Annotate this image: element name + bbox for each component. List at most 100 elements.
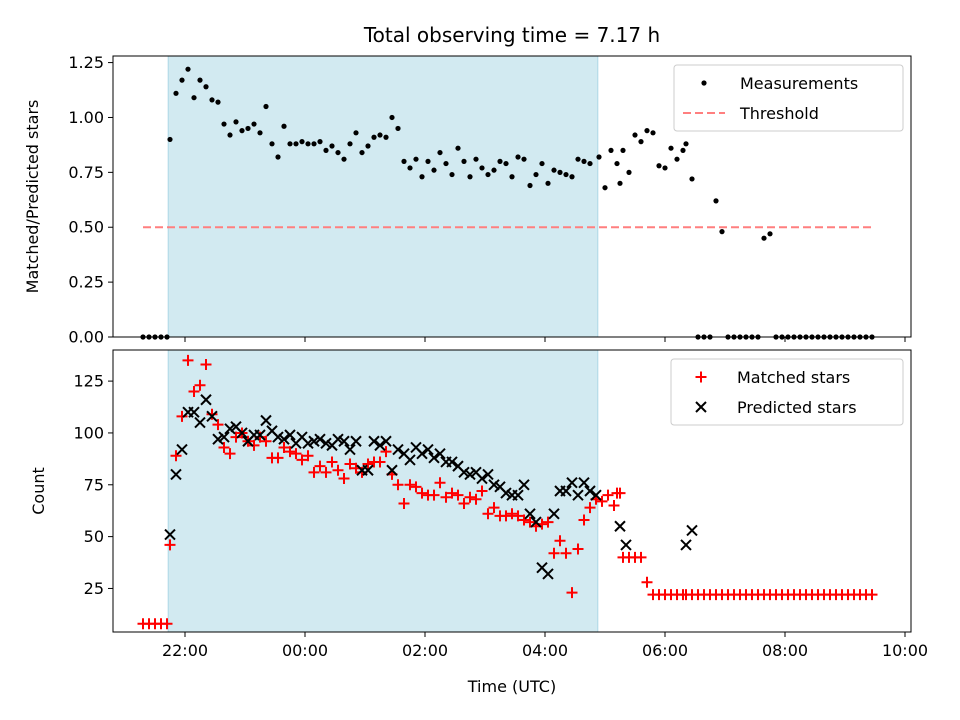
y-tick-label: 50	[84, 527, 104, 546]
predicted-star-point	[590, 489, 602, 501]
matched-star-point	[290, 448, 302, 460]
measurement-point	[455, 145, 461, 151]
legend: Measurements Threshold	[673, 64, 904, 132]
measurement-point	[656, 163, 662, 169]
measurement-point	[479, 165, 485, 171]
x-axis-label: Time (UTC)	[467, 677, 556, 696]
predicted-star-point	[218, 431, 230, 443]
measurement-point	[491, 167, 497, 173]
measurement-point	[515, 154, 521, 160]
matched-star-point	[512, 510, 524, 522]
measurement-point	[533, 171, 539, 178]
measurement-point	[767, 231, 773, 237]
matched-star-point	[482, 508, 494, 520]
legend-marker	[695, 401, 707, 413]
predicted-star-point	[386, 464, 398, 476]
measurement-point	[719, 229, 725, 235]
matched-star-point	[398, 497, 410, 509]
measurement-point	[323, 147, 329, 153]
predicted-star-point	[524, 508, 536, 520]
matched-star-point	[446, 487, 458, 499]
predicted-star-point	[206, 410, 218, 423]
measurement-point	[401, 158, 407, 164]
measurement-point	[293, 141, 299, 147]
measurement-point	[680, 147, 686, 153]
matched-star-point	[614, 487, 626, 499]
measurement-point	[215, 99, 221, 105]
matched-star-point	[176, 410, 188, 422]
predicted-star-point	[392, 443, 404, 456]
measurement-point	[437, 149, 443, 156]
predicted-star-point	[374, 439, 386, 452]
measurement-point	[638, 139, 644, 145]
matched-star-point	[200, 359, 212, 371]
predicted-star-point	[404, 454, 416, 466]
measurement-point	[419, 174, 425, 180]
matched-star-point	[164, 539, 176, 551]
x-tick-label: 00:00	[282, 641, 328, 660]
measurement-point	[467, 174, 473, 180]
measurement-point	[521, 156, 527, 162]
matched-star-point	[308, 466, 320, 478]
measurement-point	[617, 180, 623, 186]
predicted-star-point	[284, 429, 296, 441]
measurement-point	[713, 198, 719, 204]
matched-star-point	[188, 385, 200, 397]
measurement-point	[407, 165, 413, 171]
measurement-point	[581, 158, 587, 164]
measurement-point	[626, 169, 632, 175]
measurement-point	[587, 160, 593, 167]
measurement-point	[311, 141, 317, 147]
legend-box	[670, 358, 904, 426]
matched-star-point	[206, 408, 218, 420]
measurement-point	[203, 84, 209, 90]
measurement-point	[191, 95, 197, 101]
measurement-point	[365, 143, 371, 149]
legend-box	[673, 64, 904, 132]
y-tick-label: 25	[84, 579, 104, 598]
matched-star-point	[302, 450, 314, 462]
predicted-star-point	[422, 443, 434, 456]
measurement-point	[602, 185, 608, 191]
predicted-star-point	[260, 414, 272, 427]
y-axis-label: Count	[29, 467, 48, 515]
axes-frame	[112, 349, 912, 633]
measurement-point	[347, 141, 353, 147]
measurement-point	[173, 90, 179, 96]
measurement-point	[281, 123, 287, 129]
predicted-star-point	[530, 516, 542, 528]
observing-window-shade	[167, 349, 599, 633]
matched-star-point	[635, 551, 647, 563]
predicted-star-point	[176, 443, 188, 456]
matched-star-point	[374, 456, 386, 468]
predicted-star-point	[278, 433, 290, 445]
matched-star-point	[410, 481, 422, 493]
matched-star-point	[284, 446, 296, 458]
predicted-star-point	[566, 476, 578, 489]
matched-star-point	[272, 452, 284, 464]
predicted-star-point	[380, 435, 392, 447]
matched-star-point	[170, 450, 182, 462]
measurement-point	[539, 160, 545, 167]
predicted-star-point	[680, 539, 692, 551]
predicted-star-point	[446, 456, 458, 468]
measurement-point	[317, 139, 323, 145]
measurement-point	[299, 139, 305, 145]
predicted-star-point	[194, 416, 206, 429]
x-tick-label: 06:00	[642, 641, 688, 660]
matched-star-point	[278, 441, 290, 453]
measurement-point	[668, 145, 674, 151]
measurement-point	[233, 119, 239, 125]
measurement-point	[563, 171, 569, 178]
x-tick-label: 22:00	[162, 641, 208, 660]
measurement-point	[497, 158, 503, 164]
x-tick-label: 02:00	[402, 641, 448, 660]
matched-star-point	[440, 491, 452, 503]
matched-star-point	[506, 508, 518, 520]
matched-star-point	[518, 514, 530, 526]
y-tick-label: 100	[73, 423, 104, 442]
matched-star-point	[524, 516, 536, 528]
predicted-star-point	[164, 528, 176, 541]
legend-label: Matched stars	[737, 368, 850, 387]
measurement-point	[383, 134, 389, 140]
